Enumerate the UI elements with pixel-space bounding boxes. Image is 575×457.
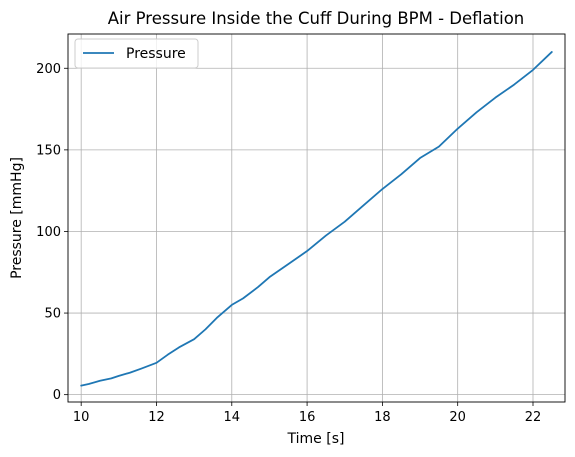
y-axis: 0 50 100 150 200 [36,62,68,403]
x-axis: 10 12 14 16 18 20 22 [73,402,541,425]
y-axis-label: Pressure [mmHg] [9,157,25,279]
x-tick-label: 22 [525,410,542,425]
x-tick-label: 10 [73,410,90,425]
x-tick-label: 16 [299,410,316,425]
x-tick-label: 14 [224,410,241,425]
legend: Pressure [74,38,199,69]
legend-box [74,38,199,69]
x-axis-label: Time [s] [287,431,345,447]
grid-lines [68,34,565,402]
y-tick-label: 100 [36,225,61,240]
plot-area [67,33,566,403]
legend-label-pressure: Pressure [126,46,186,62]
x-tick-label: 20 [449,410,466,425]
y-tick-label: 50 [44,307,61,322]
x-tick-label: 12 [148,410,165,425]
series-layer [80,51,553,387]
y-tick-label: 200 [36,62,61,77]
x-tick-label: 18 [374,410,391,425]
series-line-pressure [80,51,553,387]
y-tick-label: 0 [53,388,61,403]
chart-title: Air Pressure Inside the Cuff During BPM … [108,9,525,28]
y-tick-label: 150 [36,143,61,158]
